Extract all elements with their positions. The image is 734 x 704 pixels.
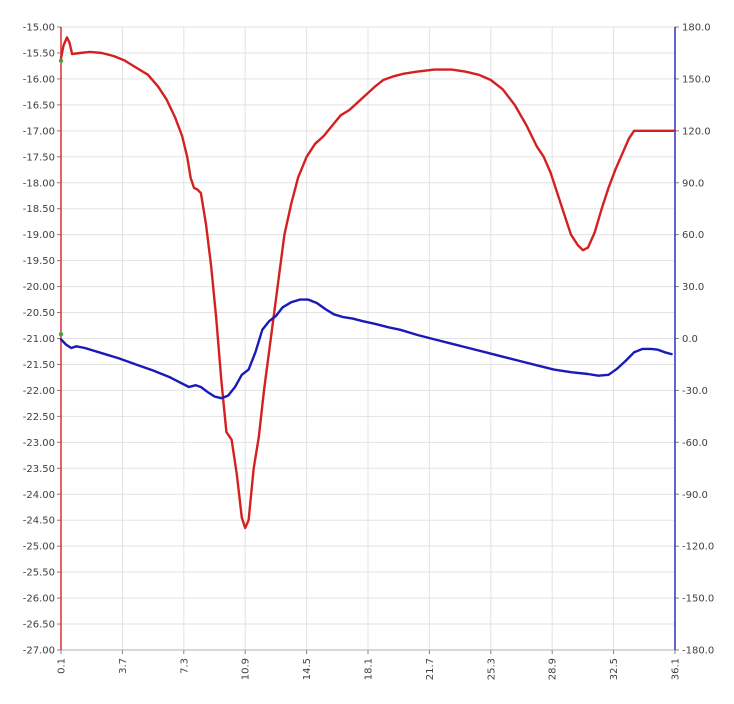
x-axis-tick-label: 36.1 xyxy=(671,658,682,680)
left-axis-tick-label: -15.00 xyxy=(23,23,55,34)
right-axis-tick-label: -90.0 xyxy=(682,490,708,501)
right-axis-tick-label: 180.0 xyxy=(682,23,711,34)
left-axis-tick-label: -22.50 xyxy=(23,412,55,423)
right-axis-tick-label: -120.0 xyxy=(682,542,714,553)
left-axis-tick-label: -26.50 xyxy=(23,620,55,631)
start-marker xyxy=(58,58,64,63)
left-axis-tick-label: -16.00 xyxy=(23,74,55,85)
left-axis-tick-label: -27.00 xyxy=(23,646,55,657)
right-axis-tick-label: 30.0 xyxy=(682,282,704,293)
right-axis-tick-label: -150.0 xyxy=(682,594,714,605)
left-axis-tick-label: -20.50 xyxy=(23,308,55,319)
left-axis-tick-label: -25.50 xyxy=(23,568,55,579)
right-axis-tick-label: 60.0 xyxy=(682,230,704,241)
x-axis-tick-label: 0.1 xyxy=(57,658,68,674)
right-axis-tick-label: -180.0 xyxy=(682,646,714,657)
left-axis-tick-label: -21.50 xyxy=(23,360,55,371)
right-axis-tick-label: 150.0 xyxy=(682,74,711,85)
right-axis-tick-label: 90.0 xyxy=(682,178,704,189)
left-axis-tick-label: -23.00 xyxy=(23,438,55,449)
left-axis-tick-label: -25.00 xyxy=(23,542,55,553)
left-axis-tick-label: -18.50 xyxy=(23,204,55,215)
left-axis-tick-label: -19.00 xyxy=(23,230,55,241)
x-axis-tick-label: 3.7 xyxy=(118,658,129,674)
tick-labels: -15.00 -15.50 -16.00 -16.50 -17.00 -17.50 -18.… xyxy=(23,23,715,681)
x-axis-tick-label: 7.3 xyxy=(179,658,190,674)
left-axis-tick-label: -17.00 xyxy=(23,126,55,137)
left-axis-tick-label: -24.50 xyxy=(23,516,55,527)
left-axis-tick-label: -22.00 xyxy=(23,386,55,397)
left-axis-tick-label: -15.50 xyxy=(23,48,55,59)
x-axis-tick-label: 25.3 xyxy=(486,658,497,680)
left-axis-tick-label: -17.50 xyxy=(23,152,55,163)
right-axis-tick-label: 0.0 xyxy=(682,334,698,345)
left-axis-tick-label: -23.50 xyxy=(23,464,55,475)
left-axis-tick-label: -24.00 xyxy=(23,490,55,501)
right-axis-tick-label: 120.0 xyxy=(682,126,711,137)
left-axis-tick-label: -18.00 xyxy=(23,178,55,189)
x-axis-tick-label: 14.5 xyxy=(302,658,313,680)
series xyxy=(58,36,677,530)
left-axis-tick-label: -21.00 xyxy=(23,334,55,345)
left-axis-tick-label: -19.50 xyxy=(23,256,55,267)
x-axis-tick-label: 28.9 xyxy=(548,658,559,680)
start-marker xyxy=(58,331,64,337)
series-line-left-axis xyxy=(59,36,677,530)
grid xyxy=(60,26,676,651)
right-axis-tick-label: -60.0 xyxy=(682,438,708,449)
x-axis-tick-label: 21.7 xyxy=(425,658,436,680)
left-axis-tick-label: -20.00 xyxy=(23,282,55,293)
left-axis-tick-label: -16.50 xyxy=(23,100,55,111)
series-line-right-axis xyxy=(59,298,673,400)
right-axis-tick-label: -30.0 xyxy=(682,386,708,397)
x-axis-tick-label: 18.1 xyxy=(364,658,375,680)
left-axis-tick-label: -26.00 xyxy=(23,594,55,605)
x-axis-tick-label: 32.5 xyxy=(609,658,620,680)
x-axis-tick-label: 10.9 xyxy=(241,658,252,680)
